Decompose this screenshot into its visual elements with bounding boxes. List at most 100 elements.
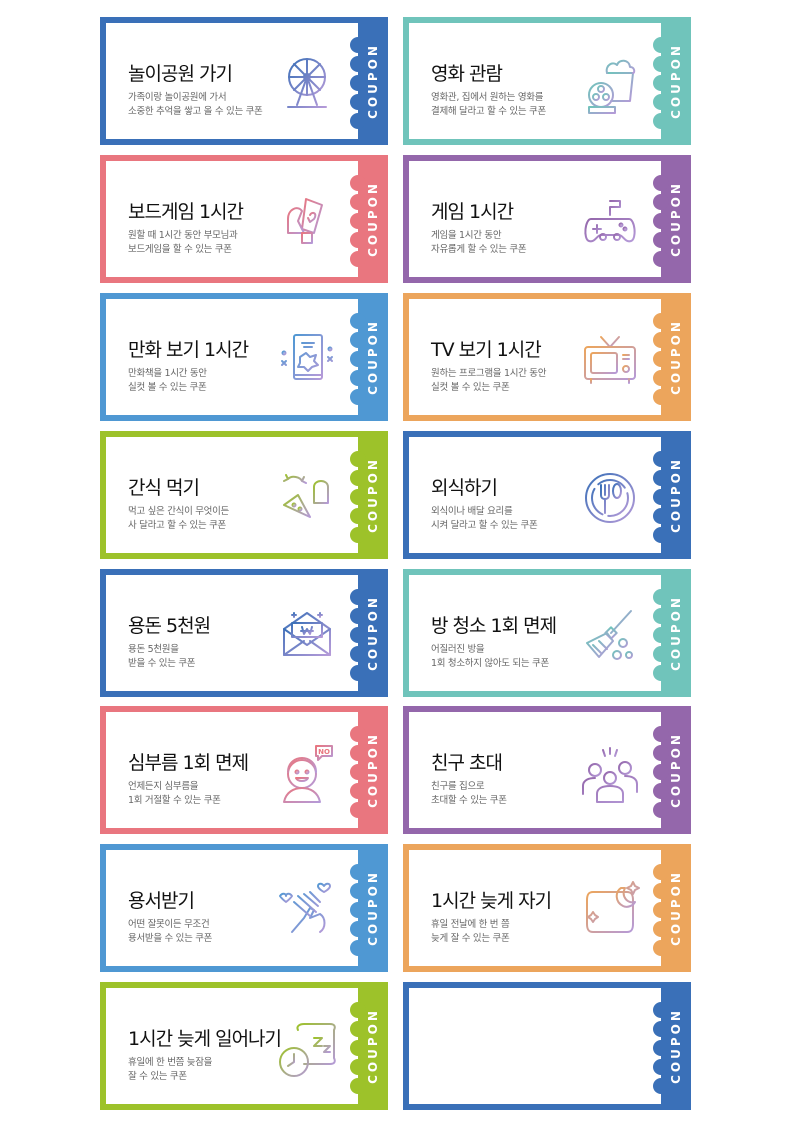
coupon-stub-label: COUPON [669,181,684,257]
coupon-12[interactable]: 친구 초대 친구를 집으로 초대할 수 있는 쿠폰 COUPON [403,706,691,834]
kid-saying-no-icon: NO [283,745,333,803]
coupon-1[interactable]: 놀이공원 가기 가족이랑 놀이공원에 가서 소중한 추억을 쌓고 올 수 있는 … [100,17,388,145]
coupon-title: 용돈 5천원 [128,615,211,637]
coupon-description: 먹고 싶은 간식이 무엇이든 사 달라고 할 수 있는 쿠폰 [128,506,229,531]
coupon-body: 용서받기 어떤 잘못이든 무조건 용서받을 수 있는 쿠폰 [106,850,358,966]
coupon-body: 용돈 5천원 용돈 5천원을 받을 수 있는 쿠폰 [106,575,358,691]
scallop-edge [350,194,366,210]
coupon-9[interactable]: 용돈 5천원 용돈 5천원을 받을 수 있는 쿠폰 COUPON [100,569,388,697]
popcorn-film-icon [588,59,636,114]
scallop-edge [653,864,669,880]
coupon-body [409,988,661,1104]
coupon-body: 보드게임 1시간 원할 때 1시간 동안 부모님과 보드게임을 할 수 있는 쿠… [106,161,358,277]
scallop-edge [350,665,366,681]
coupon-6[interactable]: TV 보기 1시간 원하는 프로그램을 1시간 동안 실컷 볼 수 있는 쿠폰 … [403,293,691,421]
scallop-edge [653,921,669,937]
coupon-10[interactable]: 방 청소 1회 면제 어질러진 방을 1회 청소하지 않아도 되는 쿠폰 COU… [403,569,691,697]
scallop-edge [350,883,366,899]
coupon-description: 휴일 전날에 한 번 쯤 늦게 잘 수 있는 쿠폰 [431,919,510,944]
coupon-14[interactable]: 1시간 늦게 자기 휴일 전날에 한 번 쯤 늦게 잘 수 있는 쿠폰 COUP… [403,844,691,972]
coupon-body: 놀이공원 가기 가족이랑 놀이공원에 가서 소중한 추억을 쌓고 올 수 있는 … [106,23,358,139]
coupon-15[interactable]: 1시간 늦게 일어나기 휴일에 한 번쯤 늦잠을 잘 수 있는 쿠폰 COUPO… [100,982,388,1110]
scallop-edge [350,313,366,329]
scallop-edge [350,646,366,662]
coupon-stub-label: COUPON [366,1008,381,1084]
coupon-stub: COUPON [661,706,691,834]
coupon-stub-label: COUPON [366,595,381,671]
coupon-description: 게임을 1시간 동안 자유롭게 할 수 있는 쿠폰 [431,230,527,255]
scallop-edge [350,94,366,110]
coupon-16[interactable]: COUPON [403,982,691,1110]
scallop-edge [350,451,366,467]
coupon-description: 용돈 5천원을 받을 수 있는 쿠폰 [128,644,196,669]
coupon-stub-label: COUPON [669,43,684,119]
scallop-edge [350,56,366,72]
scallop-edge [653,470,669,486]
scallop-edge [653,745,669,761]
scallop-edge [350,1078,366,1094]
money-envelope-icon [283,612,331,656]
scallop-edge [653,508,669,524]
scallop-edge [653,332,669,348]
scallop-edge [653,646,669,662]
coupon-stub-label: COUPON [366,457,381,533]
coupon-4[interactable]: 게임 1시간 게임을 1시간 동안 자유롭게 할 수 있는 쿠폰 COUPON [403,155,691,283]
coupon-stub: COUPON [661,17,691,145]
coupon-title: 친구 초대 [431,752,503,774]
coupon-8[interactable]: 외식하기 외식이나 배달 요리를 시켜 달라고 할 수 있는 쿠폰 COUPON [403,431,691,559]
coupon-title: 외식하기 [431,477,498,499]
coupon-stub-label: COUPON [669,457,684,533]
scallop-edge [350,627,366,643]
scallop-edge [350,726,366,742]
coupon-title: 방 청소 1회 면제 [431,615,557,637]
scallop-edge [653,883,669,899]
scallop-edge [653,313,669,329]
friends-icon [582,747,638,803]
coupon-stub: COUPON [661,844,691,972]
scallop-edge [653,1002,669,1018]
board-game-icon [285,198,323,244]
coupon-body: 외식하기 외식이나 배달 요리를 시켜 달라고 할 수 있는 쿠폰 [409,437,661,553]
coupon-title: 만화 보기 1시간 [128,339,249,361]
coupon-11[interactable]: 심부름 1회 면제 언제든지 심부름을 1회 거절할 수 있는 쿠폰 NO CO… [100,706,388,834]
scallop-edge [653,251,669,267]
scallop-edge [653,232,669,248]
coupon-2[interactable]: 영화 관람 영화관, 집에서 원하는 영화를 결제해 달라고 할 수 있는 쿠폰… [403,17,691,145]
scallop-edge [350,608,366,624]
scallop-edge [653,213,669,229]
scallop-edge [653,940,669,956]
coupon-13[interactable]: 용서받기 어떤 잘못이든 무조건 용서받을 수 있는 쿠폰 COUPON [100,844,388,972]
scallop-edge [350,902,366,918]
scallop-edge [653,489,669,505]
coupon-3[interactable]: 보드게임 1시간 원할 때 1시간 동안 부모님과 보드게임을 할 수 있는 쿠… [100,155,388,283]
coupon-description: 어떤 잘못이든 무조건 용서받을 수 있는 쿠폰 [128,919,213,944]
tv-icon [584,336,636,384]
coupon-7[interactable]: 간식 먹기 먹고 싶은 간식이 무엇이든 사 달라고 할 수 있는 쿠폰 COU… [100,431,388,559]
coupon-stub-label: COUPON [366,319,381,395]
coupon-stub: COUPON [661,155,691,283]
broom-icon [586,610,633,660]
coupon-stub: COUPON [358,569,388,697]
scallop-edge [350,508,366,524]
coupon-description: 언제든지 심부름을 1회 거절할 수 있는 쿠폰 [128,781,221,806]
ferris-wheel-icon [287,58,327,108]
comic-book-icon [281,334,333,380]
coupon-stub-label: COUPON [669,732,684,808]
scallop-edge [653,1078,669,1094]
scallop-edge [653,194,669,210]
scallop-edge [350,251,366,267]
scallop-edge [350,589,366,605]
coupon-title: 영화 관람 [431,63,503,85]
coupon-5[interactable]: 만화 보기 1시간 만화책을 1시간 동안 실컷 볼 수 있는 쿠폰 COUPO… [100,293,388,421]
coupon-description: 원하는 프로그램을 1시간 동안 실컷 볼 수 있는 쿠폰 [431,368,547,393]
coupon-stub: COUPON [358,982,388,1110]
scallop-edge [350,1002,366,1018]
scallop-edge [653,56,669,72]
scallop-edge [653,627,669,643]
coupon-stub: COUPON [358,431,388,559]
scallop-edge [350,921,366,937]
scallop-edge [350,37,366,53]
coupon-description: 외식이나 배달 요리를 시켜 달라고 할 수 있는 쿠폰 [431,506,538,531]
scallop-edge [350,864,366,880]
coupon-title: 놀이공원 가기 [128,63,233,85]
